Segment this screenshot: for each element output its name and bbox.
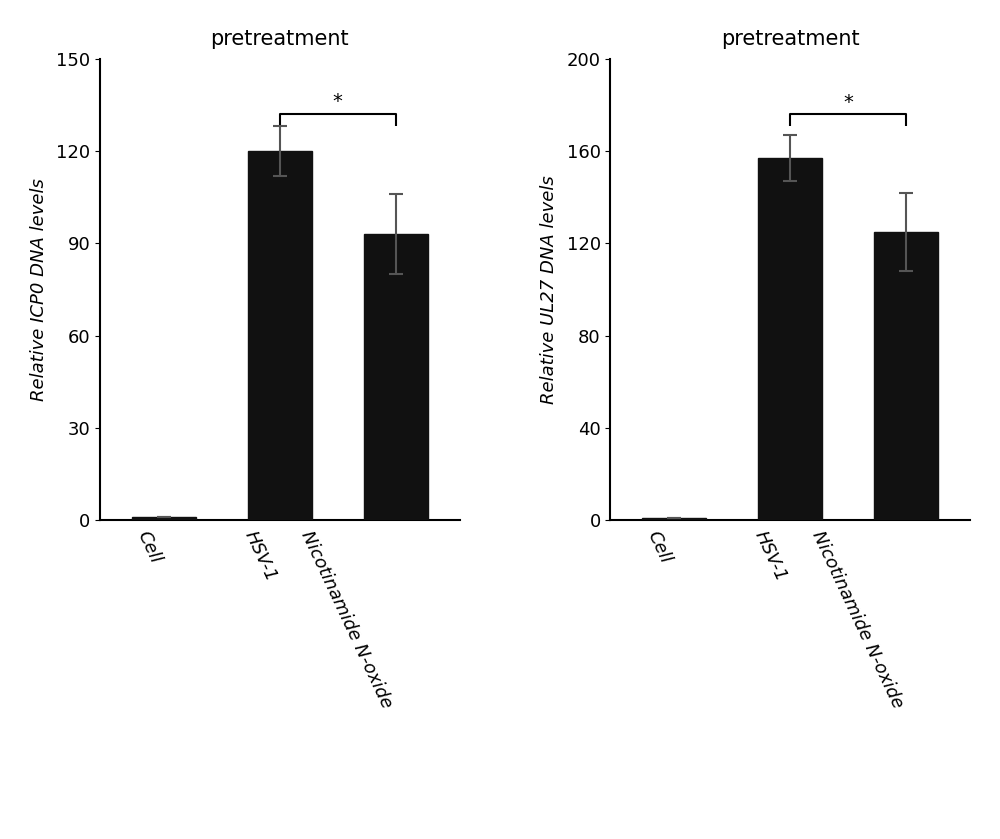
Text: *: *	[333, 92, 343, 111]
Y-axis label: Relative ICP0 DNA levels: Relative ICP0 DNA levels	[30, 178, 48, 401]
Title: pretreatment: pretreatment	[721, 29, 860, 49]
Bar	[364, 234, 428, 520]
Bar	[248, 151, 312, 520]
Bar	[758, 158, 822, 520]
Title: pretreatment: pretreatment	[210, 29, 349, 49]
Bar	[874, 232, 938, 520]
Text: *: *	[843, 93, 853, 112]
Bar	[132, 517, 196, 520]
Y-axis label: Relative UL27 DNA levels: Relative UL27 DNA levels	[540, 175, 558, 404]
Bar	[642, 518, 706, 520]
